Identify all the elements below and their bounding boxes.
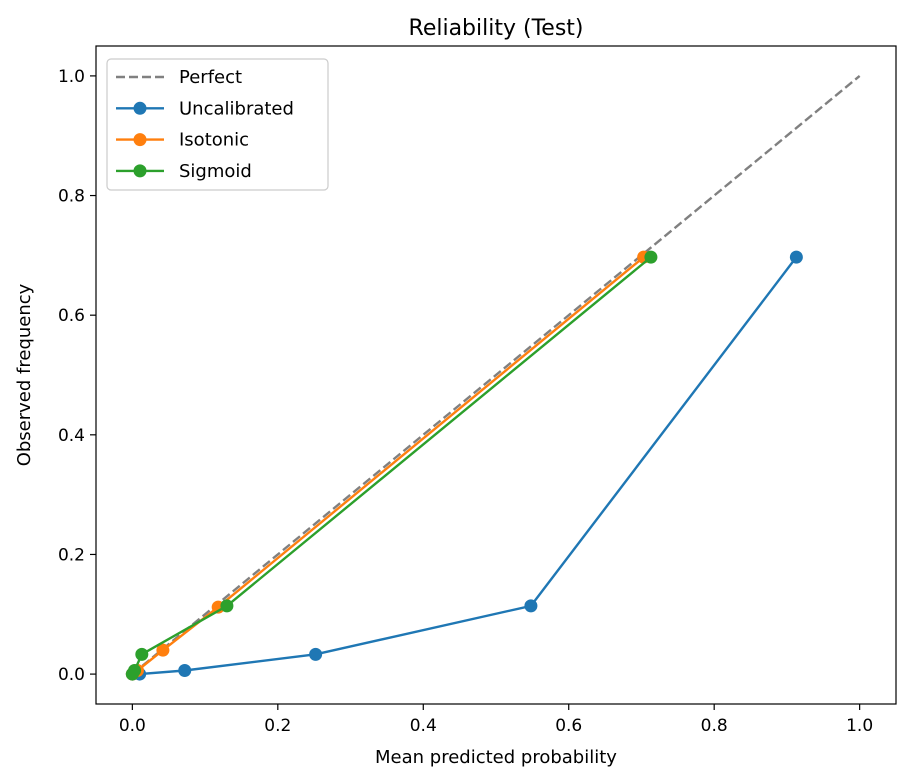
data-point-1-3 (309, 647, 323, 661)
x-tick-label-4: 0.8 (701, 716, 728, 736)
y-tick-label-1: 0.2 (58, 545, 85, 565)
x-tick-label-5: 1.0 (846, 716, 873, 736)
legend-label-3: Sigmoid (179, 161, 252, 182)
data-point-1-5 (789, 250, 803, 264)
data-point-2-2 (156, 643, 170, 657)
legend-marker-3 (133, 164, 147, 178)
legend-label-1: Uncalibrated (179, 98, 294, 119)
x-tick-label-3: 0.6 (555, 716, 582, 736)
x-tick-label-0: 0.0 (119, 716, 146, 736)
x-axis-label: Mean predicted probability (375, 747, 617, 768)
y-tick-label-2: 0.4 (58, 426, 85, 446)
x-tick-label-2: 0.4 (410, 716, 437, 736)
data-point-3-4 (644, 250, 658, 264)
legend-label-0: Perfect (179, 67, 242, 88)
data-point-1-4 (524, 599, 538, 613)
plot-frame (95, 45, 897, 705)
legend-marker-2 (133, 133, 147, 147)
data-point-3-3 (220, 599, 234, 613)
y-tick-label-5: 1.0 (58, 67, 85, 87)
legend: Perfect Uncalibrated Isotonic Sigmoid (106, 58, 329, 191)
data-point-3-2 (135, 647, 149, 661)
series-line-1 (132, 256, 798, 676)
x-tick-label-1: 0.2 (264, 716, 291, 736)
legend-marker-1 (133, 101, 147, 115)
y-tick-label-0: 0.0 (58, 665, 85, 685)
legend-box (106, 58, 329, 191)
chart-title: Reliability (Test) (409, 16, 584, 41)
y-tick-label-3: 0.6 (58, 306, 85, 326)
y-tick-label-4: 0.8 (58, 187, 85, 207)
y-axis-label: Observed frequency (14, 283, 35, 466)
data-point-3-1 (128, 664, 142, 678)
legend-label-2: Isotonic (179, 130, 249, 151)
series-line-0 (131, 74, 861, 676)
data-point-1-2 (178, 664, 192, 678)
